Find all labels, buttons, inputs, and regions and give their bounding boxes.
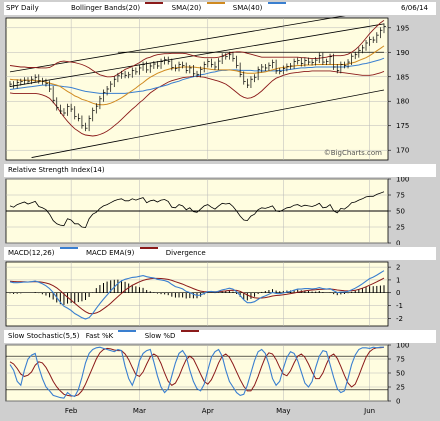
stoch-pane-header: Slow Stochastic(5,5) Fast %K Slow %D (4, 330, 436, 343)
rsi-tick-label: 25 (396, 224, 405, 232)
watermark: ©BigCharts.com (324, 149, 382, 157)
x-axis-label-jun: Jun (363, 407, 375, 415)
macd-tick-label: 0 (396, 289, 400, 297)
macd-panel: -2 -1 0 1 2 (5, 261, 403, 327)
x-axis-label-apr: Apr (202, 407, 214, 415)
stoch-tick-label: 75 (396, 356, 405, 364)
macd-tick-label: -2 (396, 315, 403, 323)
legend-sma40-swatch (267, 2, 286, 4)
price-tick-label: 175 (396, 122, 409, 130)
plot-area (5, 17, 389, 161)
macd-pane-header: MACD(12,26) MACD EMA(9) Divergence (4, 247, 436, 260)
macd-line (9, 270, 385, 320)
price-panel: 170 175 180 185 190 195 ©BigCharts.com (5, 16, 409, 161)
legend-sma20-swatch (206, 2, 225, 4)
fast-k-line (9, 346, 384, 399)
price-tick-label: 195 (396, 24, 409, 32)
macd-ema-legend-label: MACD EMA(9) (85, 249, 135, 257)
price-tick-label: 170 (396, 147, 409, 155)
x-axis-label-may: May (276, 407, 290, 415)
sma20-line (9, 45, 385, 106)
date-label: 6/06/14 (401, 4, 428, 12)
stoch-tick-label: 100 (396, 343, 409, 350)
macd-legend-label: MACD(12,26) (8, 249, 55, 257)
stoch-tick-label: 0 (396, 398, 400, 406)
stochastic-panel: 0 25 50 75 100 Feb Mar Apr May Jun (5, 343, 409, 415)
legend-sma40-label: SMA(40) (232, 4, 263, 12)
x-axis-label-mar: Mar (133, 407, 146, 415)
slow-d-legend-label: Slow %D (144, 332, 176, 340)
rsi-panel: 0 25 50 75 100 (5, 177, 409, 246)
x-axis-label-feb: Feb (65, 407, 78, 415)
legend-slow-d-swatch (180, 330, 199, 332)
legend-macd-swatch (59, 247, 78, 249)
macd-tick-label: 2 (396, 264, 400, 272)
macd-tick-label: 1 (396, 276, 400, 284)
price-tick-label: 180 (396, 98, 409, 106)
rsi-tick-label: 75 (396, 192, 405, 200)
rsi-tick-label: 100 (396, 177, 409, 184)
price-tick-label: 190 (396, 49, 409, 57)
price-pane-header: SPY Daily Bollinger Bands(20) SMA(20) SM… (4, 2, 436, 15)
stoch-legend-label: Slow Stochastic(5,5) (8, 332, 80, 340)
rsi-pane-header: Relative Strength Index(14) (4, 164, 436, 177)
rsi-tick-label: 0 (396, 240, 400, 246)
bollinger-upper-line (9, 20, 385, 78)
trend-line (9, 16, 346, 73)
rsi-line (9, 191, 385, 229)
legend-fast-k-swatch (118, 330, 137, 332)
macd-tick-label: -1 (396, 302, 403, 310)
legend-bollinger-label: Bollinger Bands(20) (70, 4, 141, 12)
fast-k-legend-label: Fast %K (85, 332, 114, 340)
divergence-legend-label: Divergence (165, 249, 206, 257)
trend-line (31, 89, 385, 158)
trend-line (9, 23, 385, 87)
legend-bollinger-swatch (145, 2, 164, 4)
symbol-label: SPY Daily (6, 4, 39, 12)
legend-macd-ema-swatch (139, 247, 158, 249)
stoch-tick-label: 50 (396, 370, 405, 378)
macd-ema-line (9, 277, 385, 315)
rsi-tick-label: 50 (396, 208, 405, 216)
stoch-tick-label: 25 (396, 384, 405, 392)
legend-sma20-label: SMA(20) (171, 4, 202, 12)
price-tick-label: 185 (396, 73, 409, 81)
rsi-legend-label: Relative Strength Index(14) (8, 166, 105, 174)
